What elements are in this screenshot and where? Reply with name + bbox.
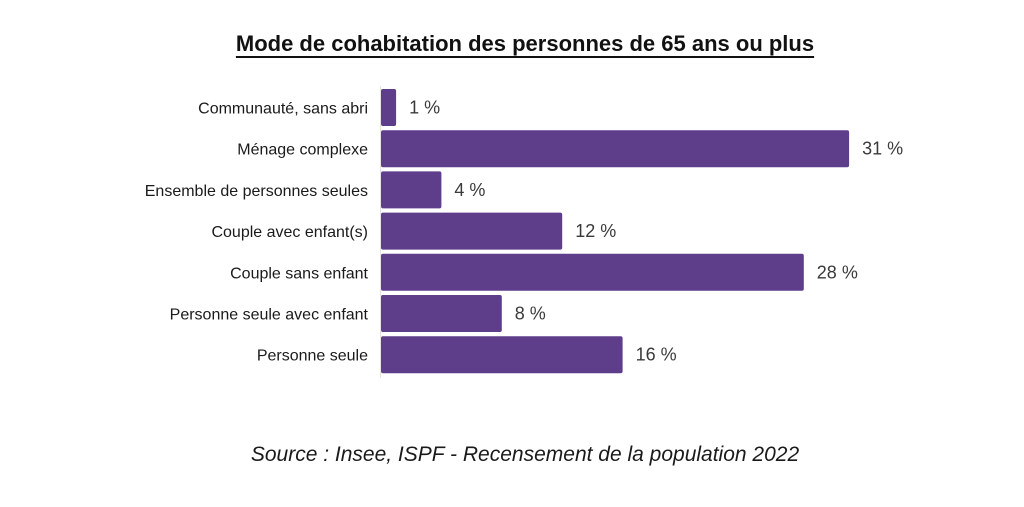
bar-0: [381, 89, 397, 126]
bar-6: [381, 336, 623, 374]
category-labels: Communauté, sans abri Ménage complexe Ense…: [145, 101, 369, 365]
bar-5: [381, 295, 502, 332]
value-label-3: 12 %: [575, 221, 616, 241]
category-label-2: Ensemble de personnes seules: [145, 183, 368, 200]
bar-1: [381, 130, 850, 168]
category-label-1: Ménage complexe: [237, 142, 368, 159]
category-label-5: Personne seule avec enfant: [170, 307, 369, 324]
chart-title: Mode de cohabitation des personnes de 65…: [236, 31, 814, 56]
category-label-6: Personne seule: [257, 348, 368, 365]
value-label-1: 31 %: [862, 139, 903, 159]
category-label-3: Couple avec enfant(s): [211, 224, 368, 241]
value-label-0: 1 %: [409, 98, 440, 118]
value-label-6: 16 %: [636, 345, 677, 365]
value-labels: 1 % 31 % 4 % 12 % 28 % 8 % 16 %: [409, 98, 903, 365]
bar-2: [381, 171, 442, 209]
bar-4: [381, 253, 804, 291]
bar-3: [381, 212, 563, 250]
source-note: Source : Insee, ISPF - Recensement de la…: [251, 443, 800, 466]
value-label-5: 8 %: [515, 304, 546, 324]
bars-group: [381, 89, 850, 374]
category-label-4: Couple sans enfant: [230, 265, 368, 282]
value-label-2: 4 %: [454, 180, 485, 200]
value-label-4: 28 %: [817, 262, 858, 282]
category-label-0: Communauté, sans abri: [198, 101, 368, 118]
